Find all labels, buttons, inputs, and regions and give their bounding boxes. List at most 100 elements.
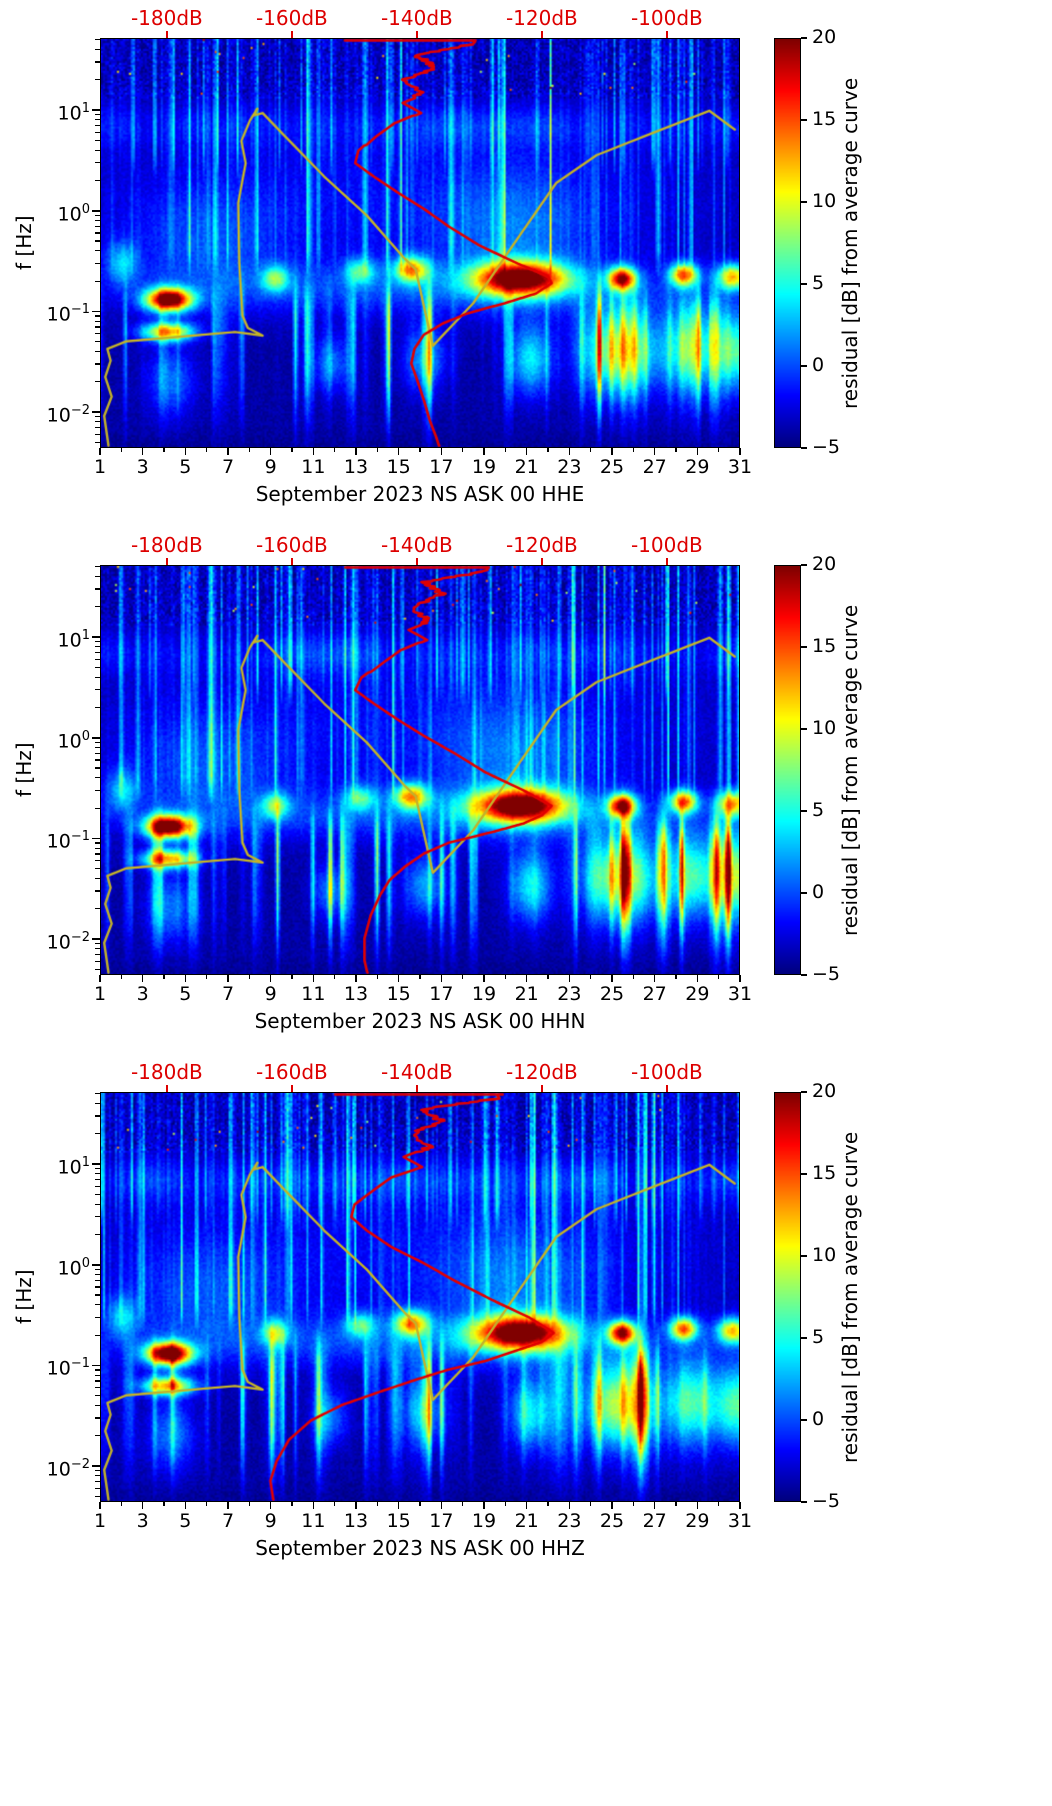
- colorbar-tick-label: −5: [812, 1490, 841, 1512]
- x-minor-tick: [718, 1502, 720, 1506]
- y-minor-tick: [95, 666, 100, 668]
- x-tick-label: 7: [221, 456, 235, 478]
- x-minor-tick: [206, 448, 208, 452]
- y-minor-tick: [95, 416, 100, 418]
- y-minor-tick: [95, 315, 100, 317]
- y-minor-tick: [95, 214, 100, 216]
- x-minor-tick: [334, 448, 336, 452]
- y-minor-tick: [95, 877, 100, 880]
- x-minor-tick: [632, 1502, 634, 1506]
- x-minor-tick: [547, 975, 549, 979]
- x-minor-tick: [504, 975, 506, 979]
- y-major-tick: [92, 636, 100, 638]
- top-axis-tick: [666, 1085, 668, 1092]
- y-minor-tick: [95, 1093, 100, 1095]
- top-axis-db-label: -120dB: [505, 1060, 578, 1084]
- y-minor-tick: [95, 341, 100, 343]
- x-major-tick: [611, 448, 613, 455]
- y-minor-tick: [95, 1435, 100, 1437]
- y-minor-tick: [95, 363, 100, 365]
- colorbar-tick: [801, 646, 807, 648]
- x-major-tick: [227, 975, 229, 982]
- colorbar-tick-label: 10: [812, 717, 837, 739]
- y-minor-tick: [95, 1185, 100, 1187]
- x-minor-tick: [206, 975, 208, 979]
- top-axis-tick: [541, 31, 543, 38]
- colorbar-tick-label: 0: [812, 881, 825, 903]
- x-major-tick: [355, 448, 357, 455]
- x-major-tick: [653, 448, 656, 455]
- x-major-tick: [355, 1502, 357, 1509]
- y-minor-tick: [95, 61, 100, 63]
- y-minor-tick: [95, 1279, 100, 1281]
- x-tick-label: 7: [221, 1510, 235, 1532]
- x-tick-label: 29: [685, 456, 710, 478]
- top-axis-tick: [666, 558, 668, 565]
- top-axis-tick: [166, 31, 168, 38]
- y-minor-tick: [95, 860, 100, 862]
- y-tick-label: 10−1: [46, 302, 90, 326]
- y-minor-tick: [95, 320, 100, 322]
- y-minor-tick: [95, 421, 100, 423]
- top-axis-db-label: -180dB: [130, 6, 203, 30]
- x-minor-tick: [675, 1502, 677, 1506]
- y-minor-tick: [95, 652, 100, 654]
- y-minor-tick: [95, 149, 100, 151]
- y-minor-tick: [95, 232, 100, 234]
- top-axis-db-label: -140dB: [380, 533, 453, 557]
- y-minor-tick: [95, 890, 100, 892]
- y-minor-tick: [95, 1133, 100, 1135]
- x-major-tick: [227, 1502, 229, 1509]
- y-minor-tick: [95, 1233, 100, 1236]
- y-minor-tick: [95, 807, 100, 809]
- y-minor-tick: [95, 433, 100, 436]
- x-tick-label: 11: [301, 983, 326, 1005]
- y-minor-tick: [95, 1417, 100, 1419]
- colorbar-tick-label: 15: [812, 108, 837, 130]
- x-major-tick: [312, 448, 315, 455]
- x-minor-tick: [334, 975, 336, 979]
- y-minor-tick: [95, 1294, 100, 1296]
- y-minor-tick: [95, 777, 100, 779]
- x-tick-label: 3: [136, 1510, 149, 1532]
- y-minor-tick: [95, 427, 100, 429]
- y-minor-tick: [95, 706, 100, 709]
- y-minor-tick: [95, 868, 100, 870]
- x-major-tick: [568, 975, 571, 982]
- y-minor-tick: [95, 219, 100, 222]
- x-tick-label: 27: [642, 456, 667, 478]
- top-axis-db-label: -160dB: [255, 6, 328, 30]
- x-major-tick: [483, 975, 485, 982]
- y-minor-tick: [95, 954, 100, 956]
- x-minor-tick: [120, 975, 122, 979]
- x-major-tick: [397, 975, 400, 982]
- y-major-tick: [92, 736, 100, 739]
- colorbar-tick-label: 20: [812, 26, 837, 48]
- y-axis-label: f [Hz]: [12, 742, 36, 798]
- top-axis-tick: [416, 31, 418, 38]
- overlay-curves: [101, 39, 739, 447]
- x-minor-tick: [120, 1502, 122, 1506]
- y-minor-tick: [95, 689, 100, 691]
- y-minor-tick: [95, 759, 100, 761]
- x-minor-tick: [590, 1502, 592, 1506]
- x-minor-tick: [376, 975, 378, 979]
- y-minor-tick: [95, 1179, 100, 1181]
- y-minor-tick: [95, 606, 100, 608]
- x-major-tick: [525, 975, 528, 982]
- overlay-curves: [101, 566, 739, 974]
- x-major-tick: [397, 1502, 400, 1509]
- top-axis-tick: [291, 558, 293, 565]
- y-minor-tick: [95, 566, 100, 568]
- x-tick-label: 21: [514, 456, 539, 478]
- y-minor-tick: [95, 1173, 100, 1175]
- colorbar-tick-label: 5: [812, 272, 825, 294]
- x-major-tick: [739, 975, 741, 982]
- y-major-tick: [92, 411, 100, 413]
- spectrogram-plot: [100, 565, 740, 975]
- x-tick-label: 3: [136, 983, 149, 1005]
- x-minor-tick: [376, 448, 378, 452]
- x-axis-title: September 2023 NS ASK 00 HHN: [254, 1009, 586, 1033]
- x-tick-label: 11: [301, 456, 326, 478]
- x-tick-label: 27: [642, 1510, 667, 1532]
